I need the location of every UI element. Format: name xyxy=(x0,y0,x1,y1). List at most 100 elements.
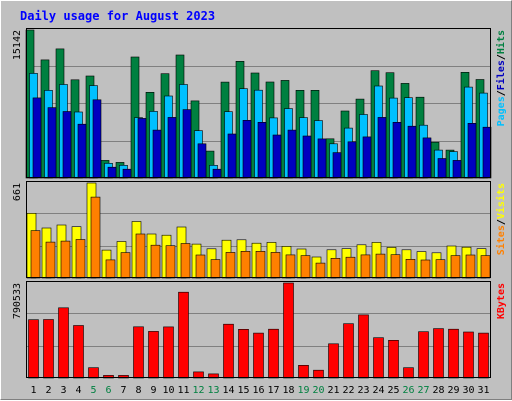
middle-sites-bar-day-25 xyxy=(390,254,401,279)
chart-title: Daily usage for August 2023 xyxy=(20,9,215,23)
top-pages-bar-day-15 xyxy=(242,120,252,179)
x-axis-labels: 1 2 3 4 5 6 7 8 9 10 11 12 13 14 15 16 17 18 19 20 21 22 23 24 2… xyxy=(30,385,489,396)
x-tick-label-day-4: 4 xyxy=(75,385,81,396)
middle-sites-bar-day-13 xyxy=(210,259,221,279)
middle-sites-bar-day-1 xyxy=(30,230,41,279)
top-pages-bar-day-29 xyxy=(452,160,462,179)
top-pages-bar-day-1 xyxy=(32,97,42,179)
middle-sites-bar-day-26 xyxy=(405,258,416,279)
middle-sites-bar-day-23 xyxy=(360,254,371,279)
middle-sites-bar-day-19 xyxy=(300,255,311,279)
top-legend-files: Files xyxy=(495,60,507,90)
top-pages-bar-day-22 xyxy=(347,141,357,179)
x-tick-label-day-16: 16 xyxy=(252,385,264,396)
middle-sites-bar-day-2 xyxy=(45,241,56,279)
bottom-plot-border xyxy=(26,281,491,378)
x-tick-label-day-20: 20 xyxy=(312,385,324,396)
bottom-kbytes-bar-day-18 xyxy=(283,282,294,379)
top-side-legend: Pages/Files/Hits xyxy=(495,30,507,126)
top-pages-bar-day-5 xyxy=(92,99,102,179)
bottom-kbytes-bar-day-19 xyxy=(298,364,309,379)
middle-max-value-label: 661 xyxy=(12,183,23,201)
x-tick-label-day-7: 7 xyxy=(120,385,126,396)
middle-sites-bar-day-22 xyxy=(345,256,356,279)
middle-legend-separator: / xyxy=(496,219,507,225)
middle-legend-sites: Sites xyxy=(495,225,507,255)
bottom-kbytes-bar-day-16 xyxy=(253,332,264,379)
middle-sites-bar-day-24 xyxy=(375,253,386,279)
x-tick-label-day-11: 11 xyxy=(177,385,189,396)
x-tick-label-day-8: 8 xyxy=(135,385,141,396)
middle-sites-bar-day-15 xyxy=(240,251,251,279)
x-tick-label-day-30: 30 xyxy=(462,385,474,396)
middle-sites-bar-day-29 xyxy=(450,255,461,279)
panels-layer: 15142Pages/Files/Hits661Sites/Visits7905… xyxy=(12,28,507,379)
bottom-kbytes-bar-day-21 xyxy=(328,343,339,379)
x-tick-label-day-25: 25 xyxy=(387,385,399,396)
middle-sites-bar-day-14 xyxy=(225,252,236,279)
middle-sites-bar-day-28 xyxy=(435,259,446,279)
bottom-kbytes-bar-day-22 xyxy=(343,323,354,379)
bottom-kbytes-bar-day-26 xyxy=(403,367,414,379)
bottom-kbytes-bar-day-14 xyxy=(223,323,234,379)
x-tick-label-day-24: 24 xyxy=(372,385,384,396)
top-pages-bar-day-12 xyxy=(197,143,207,179)
x-tick-label-day-10: 10 xyxy=(162,385,174,396)
middle-side-legend: Sites/Visits xyxy=(495,183,507,255)
top-bars xyxy=(25,29,492,179)
bottom-kbytes-bar-day-8 xyxy=(133,326,144,379)
x-tick-label-day-22: 22 xyxy=(342,385,354,396)
top-pages-bar-day-9 xyxy=(152,129,162,179)
bottom-kbytes-bar-day-11 xyxy=(178,291,189,379)
x-tick-label-day-9: 9 xyxy=(150,385,156,396)
bottom-kbytes-bar-day-28 xyxy=(433,328,444,379)
bottom-kbytes-bar-day-30 xyxy=(463,331,474,379)
top-pages-bar-day-2 xyxy=(47,107,57,179)
top-legend-separator: / xyxy=(496,90,507,96)
top-pages-bar-day-19 xyxy=(302,135,312,179)
x-tick-label-day-5: 5 xyxy=(90,385,96,396)
x-tick-label-day-1: 1 xyxy=(30,385,36,396)
top-pages-bar-day-7 xyxy=(122,168,132,179)
middle-sites-bar-day-31 xyxy=(480,255,491,279)
x-tick-label-day-6: 6 xyxy=(105,385,111,396)
middle-sites-bar-day-4 xyxy=(75,239,86,279)
middle-sites-bar-day-16 xyxy=(255,251,266,279)
top-pages-bar-day-21 xyxy=(332,152,342,179)
x-tick-label-day-13: 13 xyxy=(207,385,219,396)
bottom-kbytes-bar-day-15 xyxy=(238,328,249,379)
top-pages-bar-day-27 xyxy=(422,137,432,179)
x-tick-label-day-29: 29 xyxy=(447,385,459,396)
bottom-kbytes-bar-day-23 xyxy=(358,314,369,379)
top-max-value-label: 15142 xyxy=(12,30,23,60)
top-pages-bar-day-13 xyxy=(212,168,222,179)
bottom-kbytes-bar-day-25 xyxy=(388,339,399,379)
top-pages-bar-day-28 xyxy=(437,158,447,179)
x-tick-label-day-12: 12 xyxy=(192,385,204,396)
middle-sites-bar-day-20 xyxy=(315,262,326,279)
middle-sites-bar-day-6 xyxy=(105,259,116,279)
x-tick-label-day-26: 26 xyxy=(402,385,414,396)
top-pages-bar-day-6 xyxy=(107,166,117,179)
top-pages-bar-day-17 xyxy=(272,134,282,179)
bottom-kbytes-bar-day-3 xyxy=(58,307,69,379)
x-tick-label-day-2: 2 xyxy=(45,385,51,396)
top-pages-bar-day-23 xyxy=(362,136,372,179)
middle-sites-bar-day-3 xyxy=(60,240,71,279)
bottom-kbytes-bar-day-4 xyxy=(73,325,84,379)
top-pages-bar-day-26 xyxy=(407,125,417,179)
top-pages-bar-day-30 xyxy=(467,123,477,179)
middle-sites-bar-day-18 xyxy=(285,254,296,279)
middle-legend-visits: Visits xyxy=(495,183,507,219)
top-plot-border xyxy=(26,28,491,178)
x-tick-label-day-14: 14 xyxy=(222,385,234,396)
middle-sites-bar-day-11 xyxy=(180,243,191,279)
bottom-side-legend: KBytes xyxy=(496,283,507,319)
bottom-legend-kbytes: KBytes xyxy=(496,283,507,319)
top-pages-bar-day-14 xyxy=(227,133,237,179)
bottom-bars xyxy=(28,282,489,379)
x-tick-label-day-15: 15 xyxy=(237,385,249,396)
top-legend-hits: Hits xyxy=(495,30,507,54)
